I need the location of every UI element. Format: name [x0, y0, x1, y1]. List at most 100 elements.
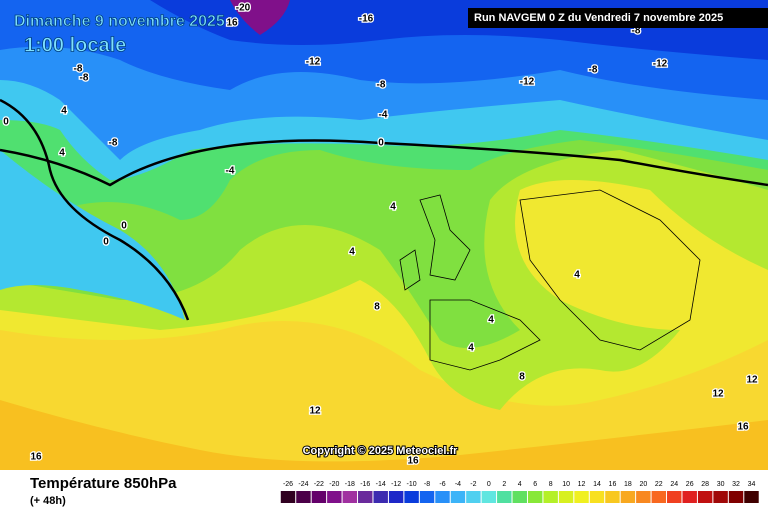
legend-swatch [667, 491, 682, 503]
contour-label: -16 [359, 14, 374, 25]
contour-label: -8 [589, 65, 598, 76]
legend-tick-label: 32 [732, 481, 740, 488]
copyright: Copyright © 2025 Meteociel.fr [303, 445, 459, 457]
contour-label: -20 [236, 3, 251, 14]
legend-tick-label: -26 [283, 481, 293, 488]
contour-label: 4 [488, 315, 494, 326]
legend-swatch [605, 491, 620, 503]
contour-label: -8 [80, 73, 89, 84]
legend-tick-label: -10 [407, 481, 417, 488]
legend-tick-label: 18 [624, 481, 632, 488]
legend-tick-label: 20 [639, 481, 647, 488]
legend-swatch [543, 491, 558, 503]
legend-tick-label: 4 [518, 481, 522, 488]
legend-tick-label: 28 [701, 481, 709, 488]
legend-tick-label: 22 [655, 481, 663, 488]
contour-label: 4 [468, 343, 474, 354]
contour-label: -4 [379, 110, 388, 121]
legend-swatch [512, 491, 527, 503]
legend-tick-label: 8 [549, 481, 553, 488]
contour-label: 4 [59, 148, 65, 159]
contour-label: 16 [226, 18, 238, 29]
legend-tick-label: -12 [391, 481, 401, 488]
contour-label: -12 [520, 77, 535, 88]
legend-swatch [744, 491, 759, 503]
legend-tick-label: 34 [748, 481, 756, 488]
legend-swatch [682, 491, 697, 503]
time-label: 1:00 locale [24, 34, 126, 56]
legend-swatch [311, 491, 327, 503]
contour-label: 4 [574, 270, 580, 281]
legend-tick-label: 14 [593, 481, 601, 488]
legend-swatch [527, 491, 543, 503]
contour-label: -12 [653, 59, 668, 70]
legend-swatch [373, 491, 388, 503]
contour-label: 16 [30, 452, 42, 463]
legend-swatch [697, 491, 713, 503]
legend-swatch [497, 491, 512, 503]
legend-tick-label: -8 [424, 481, 430, 488]
contour-label: 0 [121, 221, 127, 232]
legend-swatch [435, 491, 450, 503]
legend-swatch [327, 491, 342, 503]
variable-label: Température 850hPa [30, 475, 177, 492]
legend-swatch [466, 491, 481, 503]
contour-label: 4 [61, 106, 67, 117]
legend-swatch [589, 491, 605, 503]
legend-tick-label: -18 [345, 481, 355, 488]
contour-label: 4 [390, 202, 396, 213]
contour-label: 0 [378, 138, 384, 149]
legend-tick-label: 30 [717, 481, 725, 488]
legend-swatch [713, 491, 728, 503]
legend-swatch [620, 491, 636, 503]
contour-label: 12 [309, 406, 321, 417]
legend-tick-label: 6 [533, 481, 537, 488]
legend-swatch [651, 491, 667, 503]
legend-swatch [404, 491, 419, 503]
contour-label: -8 [632, 26, 641, 37]
contour-label: -12 [306, 57, 321, 68]
legend-swatch [728, 491, 744, 503]
legend-tick-label: 10 [562, 481, 570, 488]
legend-swatch [558, 491, 574, 503]
legend-tick-label: 16 [609, 481, 617, 488]
legend-swatch [574, 491, 589, 503]
legend-swatch [388, 491, 404, 503]
legend-tick-label: -16 [360, 481, 370, 488]
contour-label: 8 [519, 372, 525, 383]
legend-tick-label: -20 [329, 481, 339, 488]
legend-swatch [342, 491, 358, 503]
legend-swatch [450, 491, 466, 503]
legend-swatch [358, 491, 373, 503]
lead-label: (+ 48h) [30, 495, 66, 507]
legend-swatch [636, 491, 651, 503]
contour-label: -8 [109, 138, 118, 149]
contour-label: -8 [377, 80, 386, 91]
contour-label: 4 [349, 247, 355, 258]
legend-swatch [481, 491, 497, 503]
contour-label: 16 [737, 422, 749, 433]
legend-tick-label: 2 [502, 481, 506, 488]
contour-label: 0 [3, 117, 9, 128]
legend-tick-label: 0 [487, 481, 491, 488]
legend-tick-label: -4 [455, 481, 461, 488]
legend-tick-label: -6 [439, 481, 445, 488]
contour-label: 0 [103, 237, 109, 248]
date-title: Dimanche 9 novembre 2025 [14, 13, 225, 30]
contour-label: 12 [712, 389, 724, 400]
contour-label: 8 [374, 302, 380, 313]
legend-swatch [419, 491, 435, 503]
run-box [468, 8, 768, 28]
contour-label: 16 [407, 456, 419, 467]
legend-tick-label: 24 [670, 481, 678, 488]
legend-swatch [280, 491, 296, 503]
legend-tick-label: 26 [686, 481, 694, 488]
contour-label: -4 [226, 166, 235, 177]
legend-tick-label: 12 [578, 481, 586, 488]
contour-label: 12 [746, 375, 758, 386]
run-label: Run NAVGEM 0 Z du Vendredi 7 novembre 20… [474, 12, 723, 24]
legend-tick-label: -14 [376, 481, 386, 488]
contour-label: -8 [74, 64, 83, 75]
